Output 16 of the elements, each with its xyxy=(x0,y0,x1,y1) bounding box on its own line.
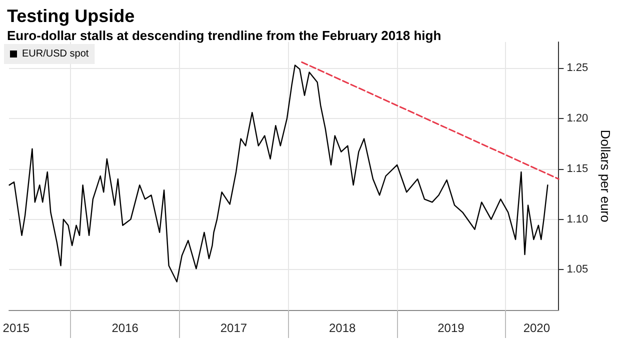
chart-subtitle: Euro-dollar stalls at descending trendline from the February 2018 high xyxy=(7,28,442,43)
x-tick-label: 2016 xyxy=(112,321,139,335)
y-axis-title: Dollars per euro xyxy=(598,130,613,222)
y-tick-label: 1.10 xyxy=(566,213,588,226)
x-tick-label: 2019 xyxy=(438,321,465,335)
legend-label: EUR/USD spot xyxy=(22,48,89,60)
x-tick-label: 2015 xyxy=(2,321,30,335)
x-tick-label: 2017 xyxy=(220,321,248,335)
x-tick-label: 2020 xyxy=(523,321,550,335)
x-tick-label: 2018 xyxy=(328,321,356,335)
y-tick-label: 1.15 xyxy=(566,162,588,175)
y-tick-label: 1.05 xyxy=(566,264,588,276)
line-series xyxy=(8,64,548,282)
chart-title: Testing Upside xyxy=(7,6,135,26)
y-tick-label: 1.20 xyxy=(566,112,588,125)
y-tick-label: 1.25 xyxy=(566,62,588,74)
